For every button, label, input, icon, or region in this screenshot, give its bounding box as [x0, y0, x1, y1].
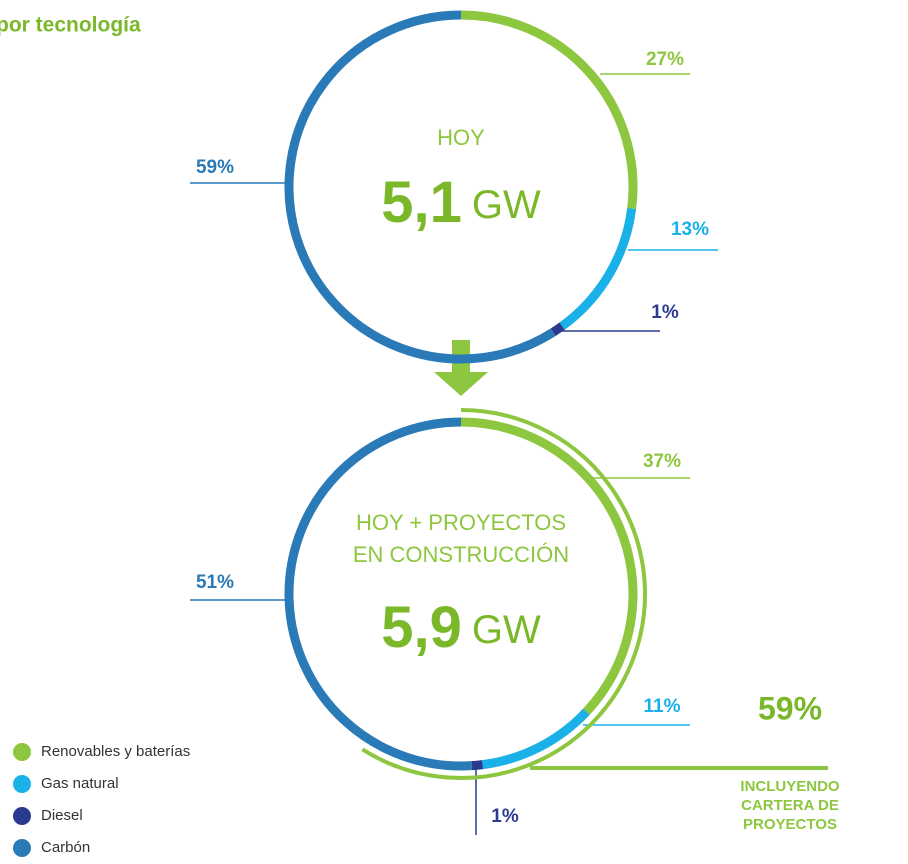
outer-note: CARTERA DE — [741, 797, 839, 814]
value-label: 11% — [644, 696, 681, 717]
center-title: HOY + PROYECTOS — [356, 510, 566, 535]
segment — [460, 417, 638, 715]
total-unit: GW — [472, 608, 541, 652]
center-total: 5,1 GW — [381, 170, 541, 235]
legend-label: Carbón — [41, 839, 90, 856]
value-label: 27% — [646, 49, 684, 70]
center-title: EN CONSTRUCCIÓN — [353, 542, 569, 567]
total-unit: GW — [472, 183, 541, 227]
segment — [460, 10, 638, 210]
value-label: 13% — [671, 219, 709, 240]
legend-swatch — [13, 839, 31, 857]
value-label: 51% — [196, 572, 234, 593]
value-label: 1% — [651, 302, 679, 323]
outer-note: INCLUYENDO — [740, 778, 840, 795]
segment — [481, 708, 590, 770]
legend-swatch — [13, 743, 31, 761]
segment — [471, 760, 484, 771]
legend-label: Renovables y baterías — [41, 743, 190, 760]
value-label: 1% — [491, 806, 519, 827]
total-value: 5,9 — [381, 595, 462, 660]
legend-label: Diesel — [41, 807, 83, 824]
outer-label: 59% — [758, 690, 822, 726]
segment — [284, 10, 556, 364]
outer-note: PROYECTOS — [743, 816, 837, 833]
outer-arc — [361, 408, 647, 780]
title: por tecnología — [0, 14, 141, 37]
value-label: 59% — [196, 157, 234, 178]
legend-swatch — [13, 807, 31, 825]
segment — [559, 207, 637, 330]
arrow-head — [434, 372, 488, 396]
legend-swatch — [13, 775, 31, 793]
segment — [550, 322, 565, 337]
legend-label: Gas natural — [41, 775, 119, 792]
total-value: 5,1 — [381, 170, 462, 235]
center-total: 5,9 GW — [381, 595, 541, 660]
segment — [284, 417, 473, 771]
value-label: 37% — [643, 451, 681, 472]
center-title: HOY — [437, 125, 485, 150]
